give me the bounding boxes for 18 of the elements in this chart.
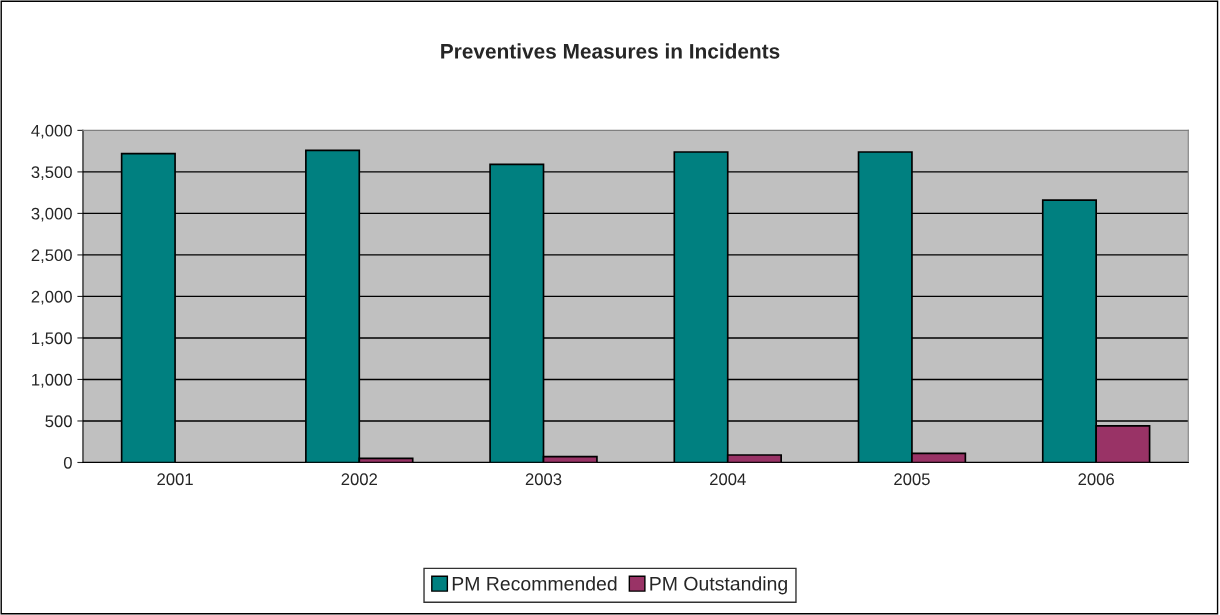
x-tick-label: 2003 (525, 473, 562, 486)
y-tick-label: 0 (63, 456, 72, 469)
x-tick-label: 2004 (710, 473, 746, 486)
y-tick-label: 500 (45, 415, 72, 428)
y-tick-label: 1,000 (32, 373, 72, 388)
legend-label: PM Recommended (452, 576, 617, 591)
x-tick-label: 2005 (894, 473, 930, 486)
y-tick-label: 2,500 (31, 249, 72, 264)
y-tick-label: 2,000 (31, 290, 72, 305)
y-tick-label: 3,000 (31, 207, 72, 222)
x-tick-label: 2006 (1078, 473, 1114, 486)
x-tick-label: 2002 (341, 473, 377, 486)
chart-title: Preventives Measures in Incidents (441, 43, 780, 59)
y-tick-label: 3,500 (31, 166, 72, 181)
x-tick-label: 2001 (157, 473, 193, 486)
legend-label: PM Outstanding (650, 576, 787, 595)
y-tick-label: 1,500 (32, 332, 72, 347)
y-tick-label: 4,000 (31, 124, 72, 139)
